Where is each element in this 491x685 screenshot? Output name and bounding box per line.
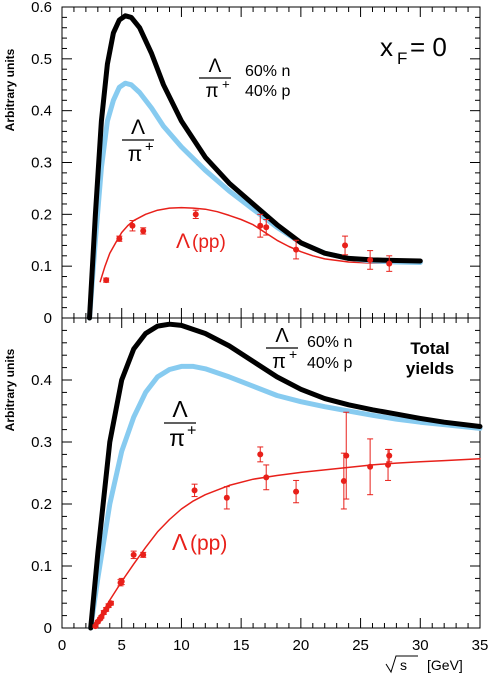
y-tick-label: 0.2 [31,496,52,513]
data-point [367,463,374,470]
data-point [118,578,125,585]
mix-label-p: 40% p [307,355,352,372]
mix-label-denominator-sup: + [289,346,297,362]
total-yields-line1: Total [410,339,449,358]
x-tick-label: 25 [352,637,369,654]
xf-label-value: = 0 [410,32,447,62]
ratio-label-denominator-sup: + [187,422,196,440]
mix-label-numerator: Λ [275,325,289,347]
series-pp-line [89,457,481,629]
data-point [367,256,374,263]
data-point [293,246,300,253]
data-point [116,235,123,242]
y-tick-label: 0.1 [31,258,52,275]
data-point [340,478,347,485]
data-point [140,227,147,234]
y-tick-label: 0 [44,310,52,327]
data-point [386,260,393,267]
y-tick-label: 0.2 [31,206,52,223]
data-point [386,452,393,459]
pp-label-rest: (pp) [190,532,227,555]
plot-frame [61,317,481,629]
y-tick-label: 0.1 [31,558,52,575]
sqrt-symbol [385,655,418,674]
mix-label-p: 40% p [245,83,290,100]
y-tick-label: 0.4 [31,103,52,120]
x-tick-label: 5 [118,637,126,654]
mix-label-numerator: Λ [209,56,222,77]
y-axis-label: Arbitrary units [3,48,17,131]
mix-label-denominator-sup: + [222,76,230,91]
mix-label-n: 60% n [245,63,290,80]
mix-label-denominator: π [205,81,218,102]
data-point [263,224,270,231]
data-point [140,551,147,558]
x-axis-unit: [GeV] [427,657,463,673]
ratio-label-denominator: π [128,143,143,166]
ratio-label-numerator: Λ [172,396,188,422]
y-tick-label: 0.5 [31,51,52,68]
data-point [342,242,349,249]
y-tick-label: 0.3 [31,155,52,172]
mix-label-n: 60% n [307,334,352,351]
series-pp-line [99,206,398,283]
series-mix-line [87,13,423,321]
x-tick-label: 30 [412,637,429,654]
y-tick-label: 0.6 [31,0,52,16]
data-point [103,277,110,284]
data-point [129,222,136,229]
pp-label: Λ [176,230,190,253]
x-tick-label: 0 [58,637,66,654]
data-point [192,211,199,218]
series-ratio-line [88,363,483,631]
data-point [223,494,230,501]
total-yields-line2: yields [406,359,454,378]
pp-label: Λ [172,529,188,555]
top-panel: 0 0.1 0.2 0.3 0.4 0.5 0.6 Arbitrary units x F = 0 Λ… [3,0,481,327]
ratio-label-denominator-sup: + [145,140,154,156]
y-tick-label: 0.4 [31,372,52,389]
ratio-label-denominator: π [169,425,185,451]
xf-label-sub: F [397,49,407,68]
x-tick-label: 15 [233,637,250,654]
mix-label-denominator: π [272,351,286,373]
x-tick-label: 20 [293,637,310,654]
data-point [293,488,300,495]
xf-label: x [380,32,393,62]
data-point [263,474,270,481]
x-tick-label: 35 [472,637,489,654]
data-point [257,222,264,229]
x-tick-label: 10 [173,637,190,654]
bottom-panel: 0 0.1 0.2 0.3 0.4 0 5 10 15 20 25 30 35 Arbitrary uni… [3,317,489,674]
y-axis-label: Arbitrary units [3,348,17,431]
x-axis-label: s [400,657,407,673]
data-point [107,600,114,607]
data-point [130,551,137,558]
y-tick-label: 0.3 [31,434,52,451]
series-mix-line [88,321,483,631]
data-point [385,461,392,468]
data-point [343,452,350,459]
ratio-label-numerator: Λ [131,116,145,139]
data-point [191,487,198,494]
y-tick-label: 0 [44,620,52,637]
data-point [257,451,264,458]
pp-label-rest: (pp) [192,232,226,253]
